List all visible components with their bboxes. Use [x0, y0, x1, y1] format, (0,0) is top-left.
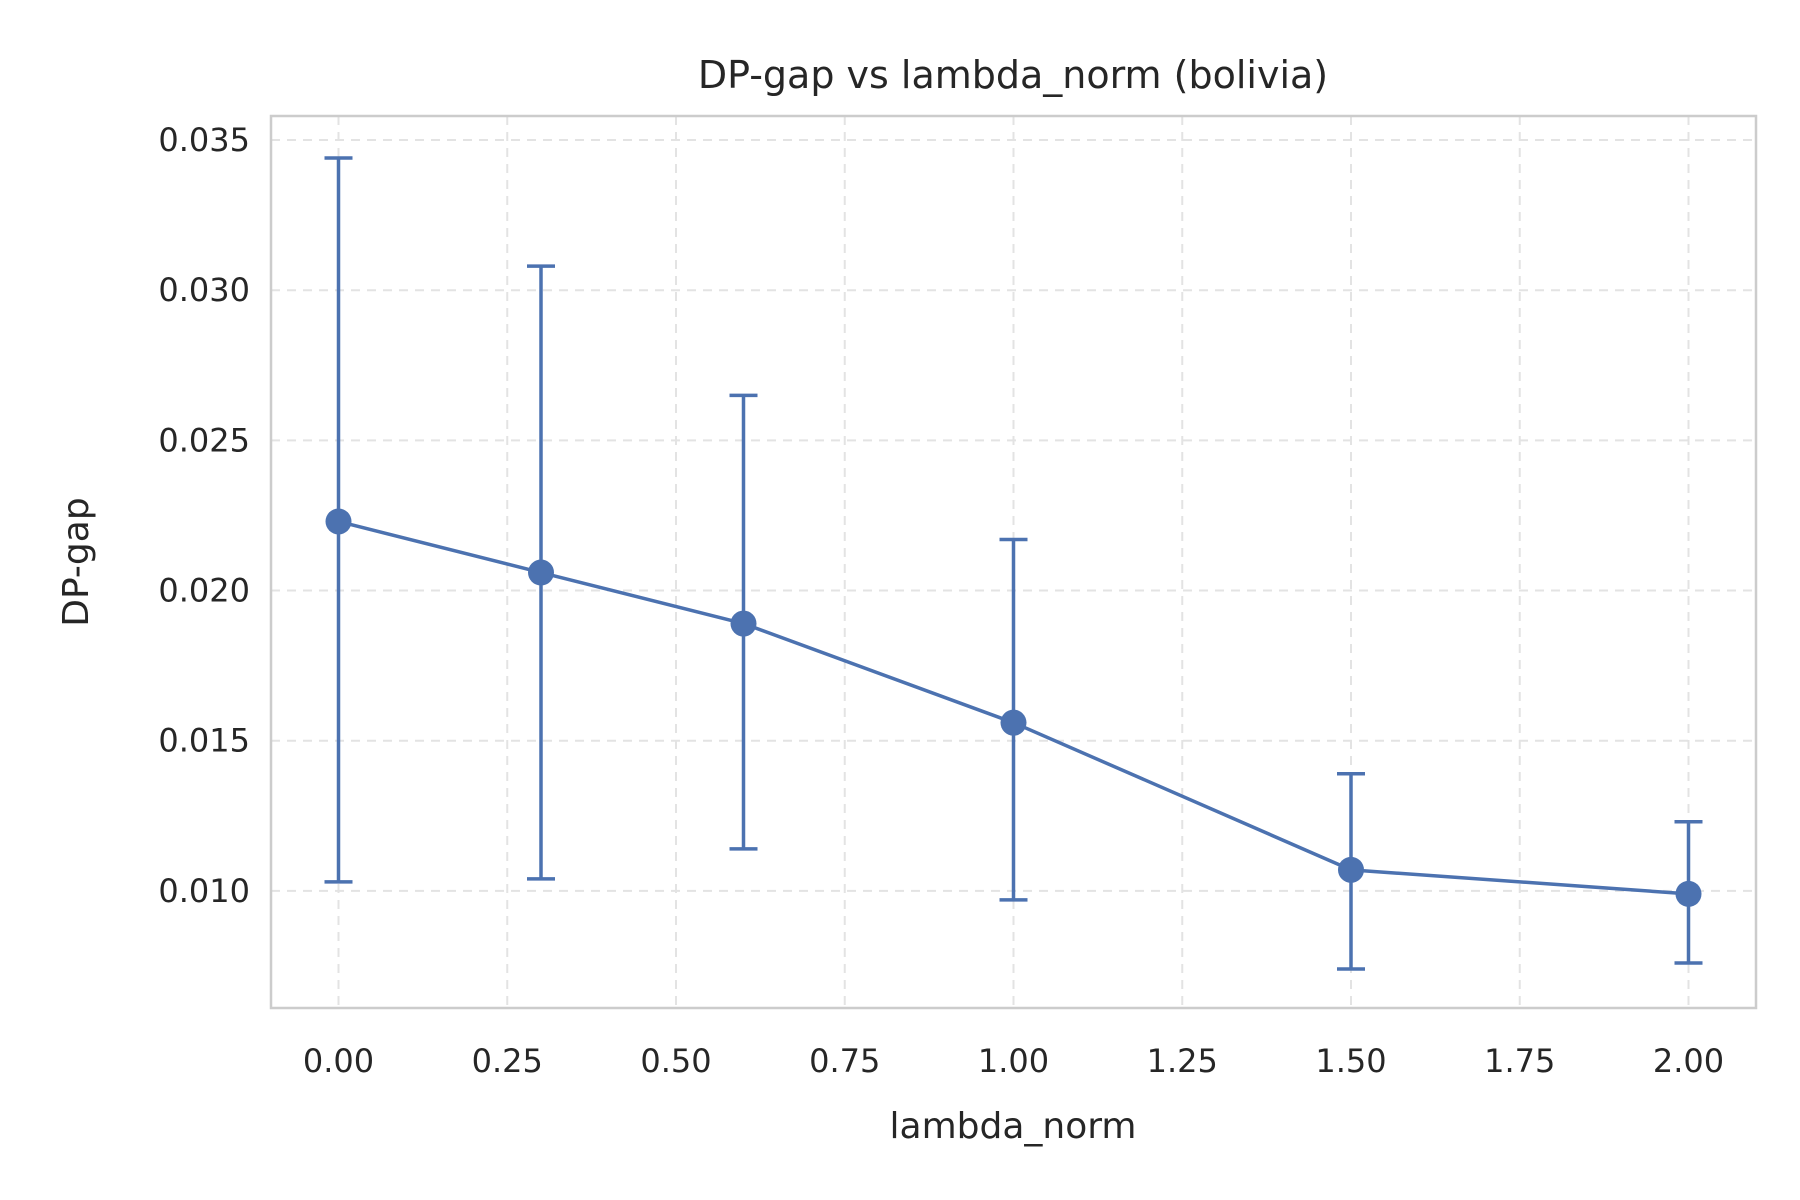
y-tick-label: 0.035 [158, 121, 250, 159]
chart-title: DP-gap vs lambda_norm (bolivia) [698, 53, 1328, 97]
x-tick-label: 0.50 [640, 1042, 711, 1080]
data-point [1338, 856, 1364, 883]
y-axis-ticks: 0.010 0.015 0.020 0.025 0.030 0.035 [158, 121, 250, 910]
y-tick-label: 0.010 [158, 872, 250, 910]
y-tick-label: 0.020 [158, 572, 250, 610]
x-tick-label: 0.25 [472, 1042, 543, 1080]
x-tick-label: 0.00 [303, 1042, 374, 1080]
data-point [325, 508, 352, 535]
x-tick-label: 0.75 [809, 1042, 880, 1080]
x-tick-label: 1.50 [1315, 1042, 1386, 1080]
x-tick-label: 1.75 [1484, 1042, 1555, 1080]
x-axis-label: lambda_norm [890, 1106, 1137, 1147]
data-points [325, 508, 1702, 907]
plot-frame [269, 114, 1758, 1010]
data-point [1675, 880, 1702, 907]
x-tick-label: 1.25 [1147, 1042, 1218, 1080]
y-tick-label: 0.015 [158, 722, 250, 760]
series-line [338, 519, 1689, 896]
x-tick-label: 2.00 [1653, 1042, 1724, 1080]
y-tick-label: 0.025 [158, 421, 250, 459]
x-tick-label: 1.00 [978, 1042, 1049, 1080]
x-axis-ticks: 0.00 0.25 0.50 0.75 1.00 1.25 1.50 1.75 2.00 [303, 1042, 1724, 1080]
data-point [730, 610, 757, 637]
y-tick-label: 0.030 [158, 271, 250, 309]
data-point [528, 559, 554, 586]
data-point [1000, 709, 1027, 736]
y-axis-label: DP-gap [56, 497, 97, 626]
